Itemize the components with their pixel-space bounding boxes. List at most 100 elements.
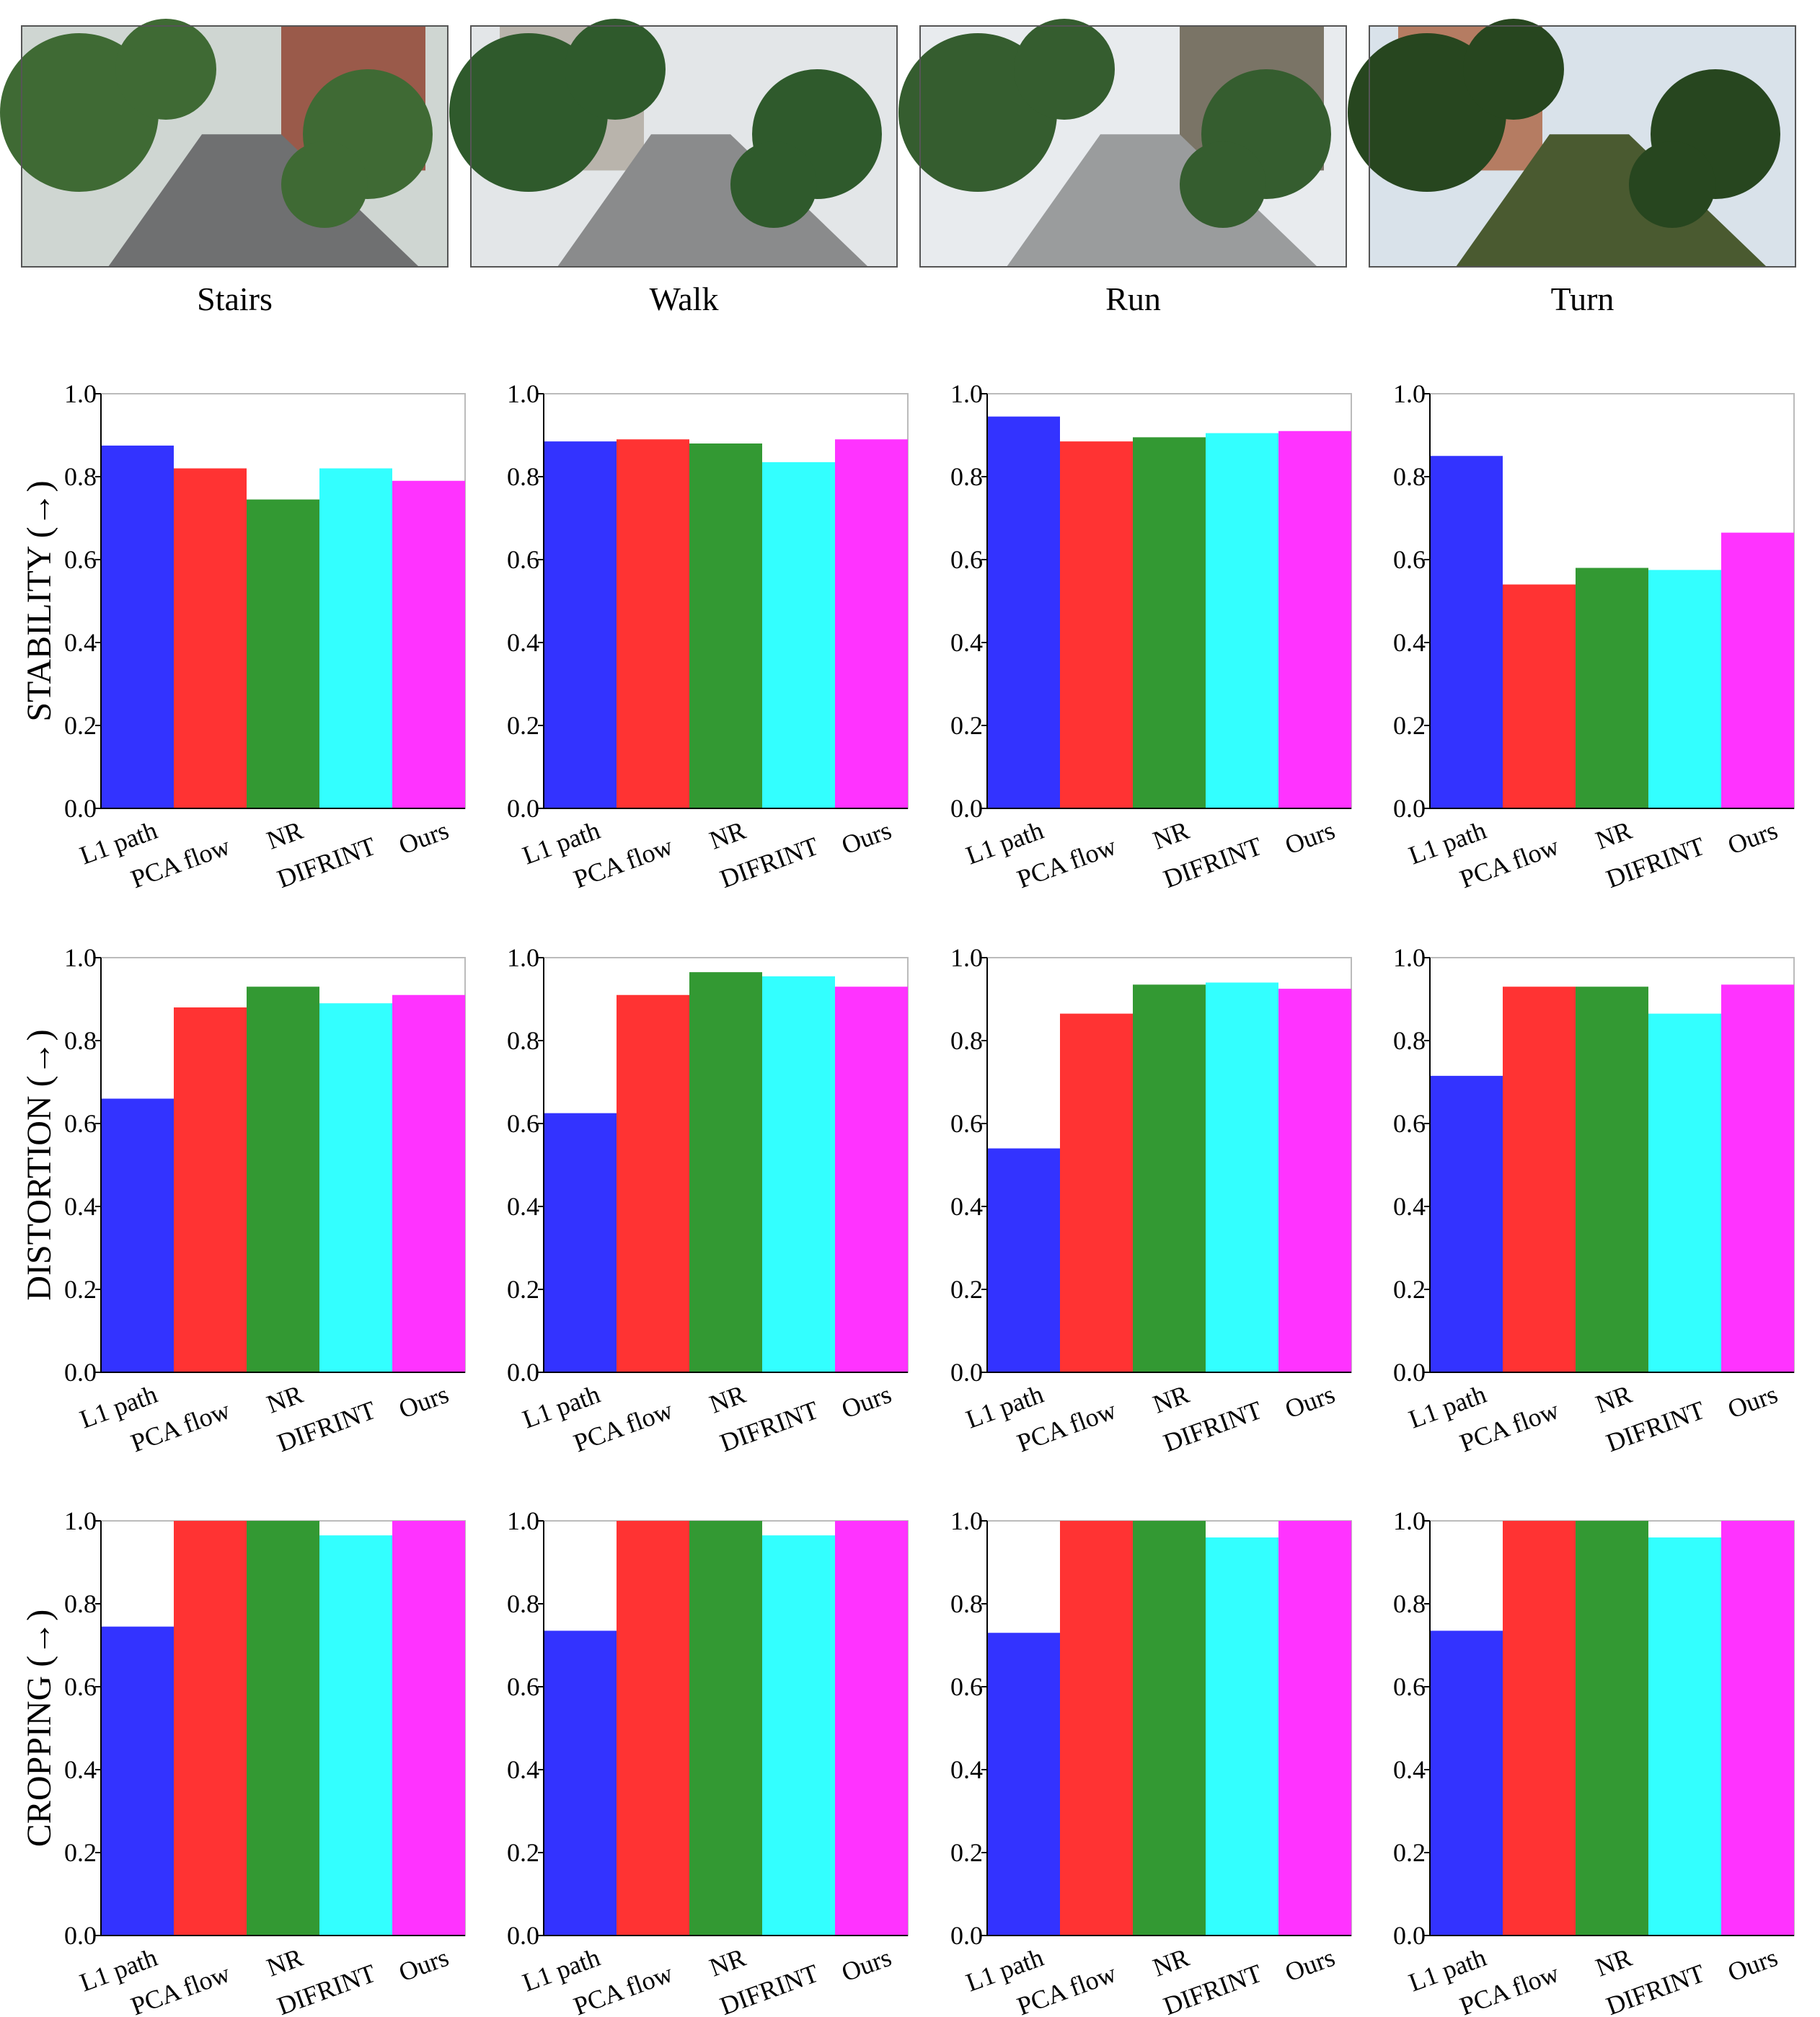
bar	[835, 1521, 908, 1936]
y-tick-label: 0.8	[950, 1589, 983, 1618]
y-tick-label: 0.8	[64, 1589, 97, 1618]
y-tick-label: 0.4	[507, 1755, 539, 1784]
y-tick-label: 1.0	[1393, 1506, 1426, 1535]
bar	[987, 1633, 1060, 1936]
y-tick-label: 0.6	[507, 545, 539, 574]
x-tick-label: Ours	[395, 1380, 452, 1424]
x-tick-label: Ours	[1281, 816, 1338, 860]
y-tick-label: 0.8	[1393, 462, 1426, 491]
bar	[1430, 1630, 1503, 1936]
y-tick-label: 0.4	[1393, 628, 1426, 657]
y-tick-label: 0.6	[507, 1109, 539, 1138]
bar	[762, 1535, 835, 1936]
photo	[1348, 19, 1796, 268]
photo	[898, 19, 1347, 268]
y-tick-label: 0.0	[507, 1358, 539, 1387]
bar	[835, 439, 908, 808]
y-tick-label: 0.0	[1393, 794, 1426, 823]
bar	[987, 416, 1060, 808]
bar	[1430, 456, 1503, 808]
x-tick-label: Ours	[395, 1943, 452, 1987]
bar	[1133, 1521, 1206, 1936]
y-tick-label: 1.0	[64, 1506, 97, 1535]
bar	[1430, 1075, 1503, 1372]
y-tick-label: 0.4	[950, 628, 983, 657]
y-tick-label: 0.8	[507, 1026, 539, 1055]
bar	[1206, 982, 1278, 1372]
bar	[1060, 441, 1133, 808]
y-tick-label: 0.2	[64, 711, 97, 740]
bar	[101, 1626, 174, 1936]
y-tick-label: 0.2	[1393, 711, 1426, 740]
y-tick-label: 0.6	[64, 545, 97, 574]
bar	[1278, 989, 1351, 1372]
x-tick-label: Ours	[395, 816, 452, 860]
x-tick-label: NR	[1592, 1380, 1636, 1419]
y-tick-label: 0.4	[1393, 1755, 1426, 1784]
bar	[1278, 1521, 1351, 1936]
y-tick-label: 0.2	[1393, 1838, 1426, 1867]
y-tick-label: 0.2	[950, 711, 983, 740]
x-tick-label: NR	[1149, 816, 1193, 855]
x-tick-label: Ours	[838, 816, 895, 860]
bar	[689, 443, 762, 808]
x-tick-label: NR	[706, 816, 750, 855]
photo-label: Walk	[650, 281, 719, 317]
bar	[762, 462, 835, 808]
y-tick-label: 1.0	[1393, 943, 1426, 972]
y-tick-label: 0.6	[64, 1672, 97, 1701]
y-tick-label: 0.8	[64, 1026, 97, 1055]
y-tick-label: 0.6	[1393, 545, 1426, 574]
x-tick-label: Ours	[838, 1380, 895, 1424]
bar	[1206, 433, 1278, 808]
bar	[174, 1007, 247, 1372]
x-tick-label: Ours	[1724, 1380, 1781, 1424]
y-tick-label: 0.0	[507, 1921, 539, 1950]
y-tick-label: 0.4	[950, 1192, 983, 1221]
bar	[544, 1113, 617, 1372]
bar	[617, 994, 689, 1372]
bar	[1503, 1521, 1576, 1936]
photo-tree	[1629, 141, 1715, 228]
x-tick-label: NR	[1592, 816, 1636, 855]
x-tick-label: Ours	[1724, 1943, 1781, 1987]
bar	[392, 480, 465, 808]
y-tick-label: 0.4	[507, 628, 539, 657]
y-tick-label: 1.0	[507, 943, 539, 972]
y-tick-label: 0.8	[950, 462, 983, 491]
bar	[1278, 431, 1351, 808]
y-tick-label: 0.8	[507, 462, 539, 491]
photo-frame	[919, 25, 1347, 268]
x-tick-label: NR	[1149, 1380, 1193, 1419]
photo-frame	[21, 25, 449, 268]
bar	[835, 987, 908, 1372]
photo-tree	[1180, 141, 1266, 228]
y-tick-label: 1.0	[950, 379, 983, 408]
y-tick-label: 0.4	[507, 1192, 539, 1221]
bar	[247, 499, 319, 808]
y-tick-label: 0.2	[64, 1838, 97, 1867]
bar	[174, 468, 247, 808]
bar	[1060, 1521, 1133, 1936]
bar	[617, 439, 689, 808]
bar	[1133, 984, 1206, 1372]
y-axis-label: CROPPING (→)	[20, 1610, 58, 1847]
y-tick-label: 0.0	[950, 1921, 983, 1950]
y-tick-label: 0.2	[507, 711, 539, 740]
y-tick-label: 0.6	[1393, 1109, 1426, 1138]
photo-road	[1007, 134, 1317, 267]
x-tick-label: NR	[263, 1943, 307, 1982]
y-tick-label: 0.2	[950, 1838, 983, 1867]
y-axis-label: STABILITY (→)	[20, 480, 58, 721]
bar	[1576, 1521, 1648, 1936]
bar	[689, 1521, 762, 1936]
photo	[449, 19, 898, 268]
